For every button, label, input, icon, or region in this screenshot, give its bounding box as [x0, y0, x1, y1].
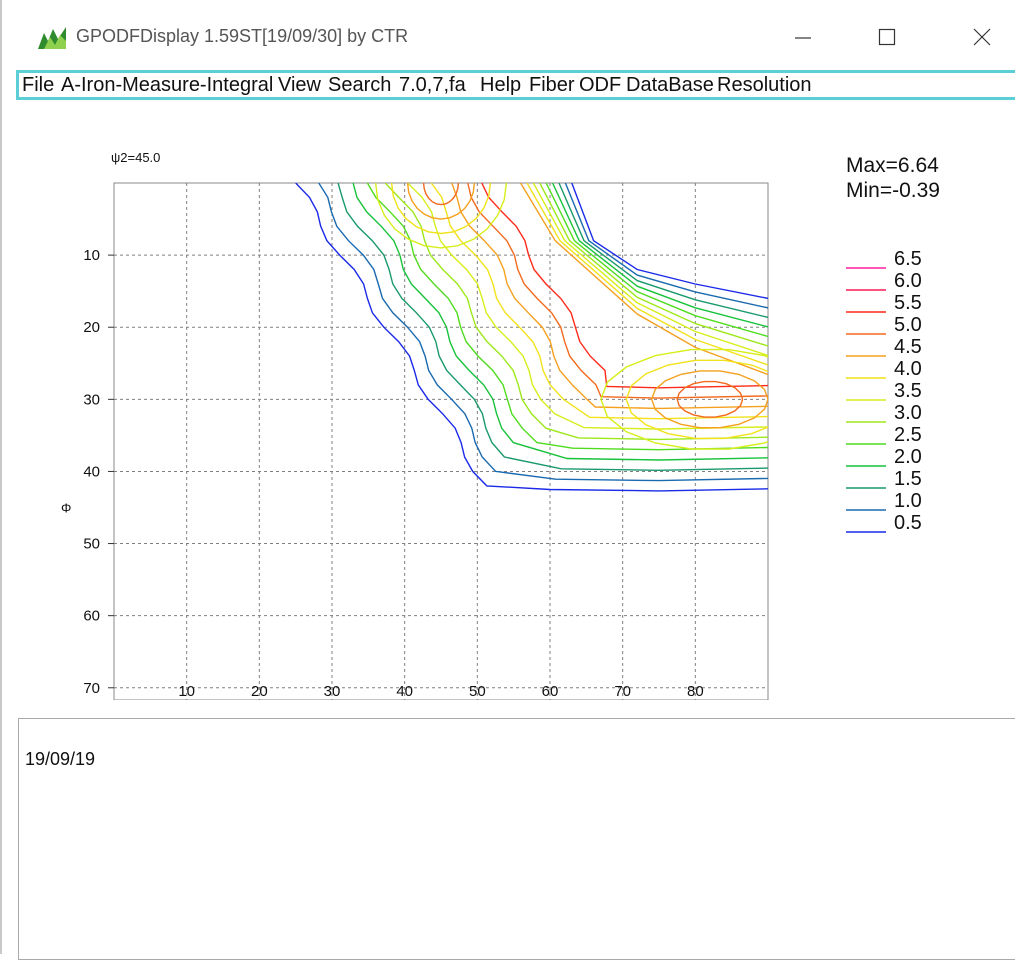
legend-label: 3.5	[894, 380, 922, 402]
x-tick-label: 60	[542, 683, 559, 700]
min-label: Min=-0.39	[846, 179, 940, 202]
contour-line	[390, 183, 492, 235]
legend-label: 1.0	[894, 490, 922, 512]
legend-label: 4.0	[894, 358, 922, 380]
y-tick-label: 60	[83, 608, 100, 625]
menu-bar: File A-Iron-Measure-Integral View Search 7.0…	[16, 70, 1015, 100]
x-tick-label: 70	[614, 683, 631, 700]
contour-line	[519, 183, 768, 376]
menu-params[interactable]: 7.0,7,fa	[399, 74, 466, 96]
contour-line	[352, 183, 768, 461]
plot-area[interactable]: 10 20 30 40 50 60 70 ψ2=45.0 Φ 10 20 30 40 50 60 70 80 Ma…	[20, 110, 1015, 700]
y-tick-label: 20	[83, 319, 100, 336]
legend-label: 2.5	[894, 424, 922, 446]
x-tick-label: 10	[178, 683, 195, 700]
contour-line	[337, 183, 768, 472]
contour-line	[564, 183, 768, 309]
contour-line	[625, 359, 768, 440]
menu-fiber[interactable]: Fiber	[529, 74, 575, 96]
contour-line	[384, 183, 768, 441]
legend-label: 3.0	[894, 402, 922, 424]
contour-lines	[295, 183, 768, 492]
contour-line	[318, 183, 768, 482]
y-tick-label: 70	[83, 680, 100, 697]
contour-line	[545, 183, 768, 338]
legend-label: 4.5	[894, 336, 922, 358]
window-title: GPODFDisplay 1.59ST[19/09/30] by CTR	[76, 26, 409, 46]
contour-line	[539, 183, 768, 347]
contour-line	[571, 183, 768, 300]
legend-label: 2.0	[894, 446, 922, 468]
close-button[interactable]	[962, 14, 1002, 60]
app-icon	[38, 27, 66, 49]
x-tick-label: 40	[396, 683, 413, 700]
minimize-icon	[795, 37, 811, 39]
contour-line	[422, 183, 460, 206]
contour-line	[374, 183, 508, 249]
legend-label: 5.0	[894, 314, 922, 336]
contour-line	[650, 370, 768, 429]
legend-label: 5.5	[894, 292, 922, 314]
x-tick-label: 80	[687, 683, 704, 700]
y-tick-label: 10	[83, 247, 100, 264]
legend-label: 0.5	[894, 512, 922, 534]
x-tick-label: 50	[469, 683, 486, 700]
legend-label: 6.5	[894, 248, 922, 270]
menu-a-iron-measure-integral[interactable]: A-Iron-Measure-Integral	[61, 74, 274, 96]
contour-line	[407, 183, 768, 430]
contour-line	[551, 183, 768, 328]
maximize-button[interactable]	[867, 14, 907, 60]
minimize-button[interactable]	[783, 14, 823, 60]
odf-contour-plot[interactable]: 10 20 30 40 50 60 70 ψ2=45.0 Φ 10 20 30 40 50 60 70 80 Ma…	[20, 110, 1015, 700]
y-tick-label: 40	[83, 463, 100, 480]
status-text: 19/09/19	[25, 749, 96, 769]
contour-line	[676, 380, 744, 418]
legend-label: 1.5	[894, 468, 922, 490]
plot-frame	[113, 182, 769, 700]
contour-line	[366, 183, 768, 451]
menu-help[interactable]: Help	[480, 74, 522, 96]
contour-line	[481, 183, 768, 389]
menu-database[interactable]: DataBase	[626, 74, 714, 96]
window-border	[0, 0, 2, 954]
contour-line	[430, 183, 768, 420]
maximize-icon	[878, 28, 896, 46]
x-tick-label: 30	[324, 683, 341, 700]
y-axis-label: Φ	[61, 501, 71, 516]
contour-line	[600, 348, 768, 450]
title-bar[interactable]: GPODFDisplay 1.59ST[19/09/30] by CTR	[2, 0, 1015, 62]
y-tick-label: 50	[83, 536, 100, 553]
contour-line	[532, 183, 768, 357]
max-label: Max=6.64	[846, 154, 939, 177]
menu-odf[interactable]: ODF	[579, 74, 622, 96]
contour-line	[295, 183, 768, 492]
close-icon	[973, 28, 991, 46]
legend-label: 6.0	[894, 270, 922, 292]
y-tick-label: 30	[83, 391, 100, 408]
contour-line	[451, 183, 768, 410]
menu-resolution[interactable]: Resolution	[717, 74, 812, 96]
contour-line	[558, 183, 768, 319]
menu-view[interactable]: View	[278, 74, 321, 96]
x-tick-label: 20	[251, 683, 268, 700]
contour-line	[526, 183, 768, 366]
menu-search[interactable]: Search	[328, 74, 392, 96]
status-panel: 19/09/19	[18, 718, 1015, 960]
contour-line	[406, 183, 476, 220]
menu-file[interactable]: File	[22, 74, 55, 96]
plot-title: ψ2=45.0	[111, 150, 160, 165]
